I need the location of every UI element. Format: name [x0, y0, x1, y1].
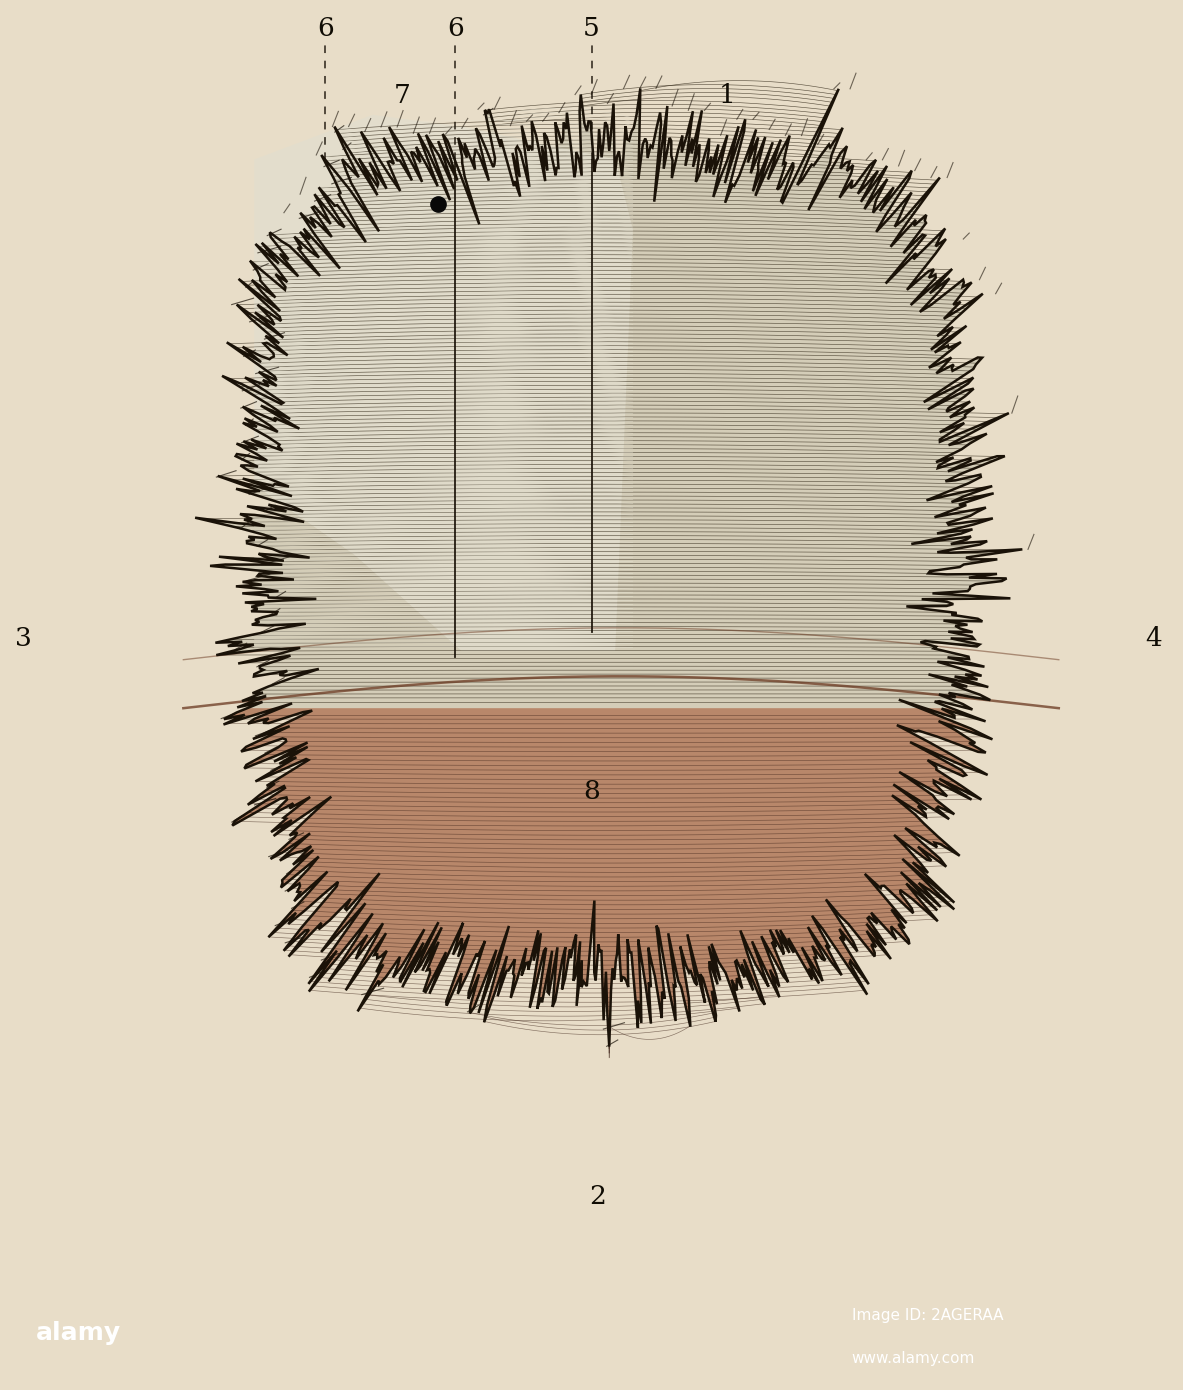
Text: 8: 8 [583, 778, 600, 803]
Text: alamy: alamy [35, 1320, 121, 1346]
Polygon shape [254, 115, 633, 651]
Text: 6: 6 [447, 15, 464, 40]
Text: 4: 4 [1145, 626, 1162, 651]
Text: 2: 2 [589, 1184, 606, 1209]
Text: 6: 6 [317, 15, 334, 40]
Text: Image ID: 2AGERAA: Image ID: 2AGERAA [852, 1308, 1003, 1323]
Text: 1: 1 [719, 83, 736, 108]
Polygon shape [224, 708, 993, 1047]
Text: 3: 3 [15, 626, 32, 651]
Text: 5: 5 [583, 15, 600, 40]
Polygon shape [195, 89, 1022, 1047]
Text: www.alamy.com: www.alamy.com [852, 1351, 975, 1365]
Text: 7: 7 [394, 83, 411, 108]
